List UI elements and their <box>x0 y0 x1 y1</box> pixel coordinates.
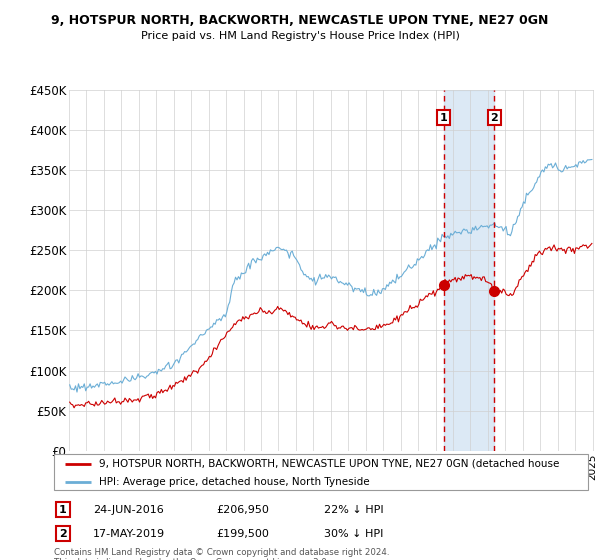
Text: 9, HOTSPUR NORTH, BACKWORTH, NEWCASTLE UPON TYNE, NE27 0GN (detached house: 9, HOTSPUR NORTH, BACKWORTH, NEWCASTLE U… <box>100 459 560 469</box>
Text: HPI: Average price, detached house, North Tyneside: HPI: Average price, detached house, Nort… <box>100 477 370 487</box>
Text: 22% ↓ HPI: 22% ↓ HPI <box>324 505 383 515</box>
Bar <box>443 90 494 451</box>
Text: £199,500: £199,500 <box>216 529 269 539</box>
Text: Price paid vs. HM Land Registry's House Price Index (HPI): Price paid vs. HM Land Registry's House … <box>140 31 460 41</box>
Text: 2: 2 <box>491 113 499 123</box>
FancyBboxPatch shape <box>54 454 588 490</box>
Text: 1: 1 <box>59 505 67 515</box>
Text: £206,950: £206,950 <box>216 505 269 515</box>
Text: 9, HOTSPUR NORTH, BACKWORTH, NEWCASTLE UPON TYNE, NE27 0GN: 9, HOTSPUR NORTH, BACKWORTH, NEWCASTLE U… <box>52 14 548 27</box>
Text: 2: 2 <box>59 529 67 539</box>
Text: 17-MAY-2019: 17-MAY-2019 <box>93 529 165 539</box>
Text: 1: 1 <box>440 113 448 123</box>
Text: Contains HM Land Registry data © Crown copyright and database right 2024.
This d: Contains HM Land Registry data © Crown c… <box>54 548 389 560</box>
Text: 30% ↓ HPI: 30% ↓ HPI <box>324 529 383 539</box>
Text: 24-JUN-2016: 24-JUN-2016 <box>93 505 164 515</box>
